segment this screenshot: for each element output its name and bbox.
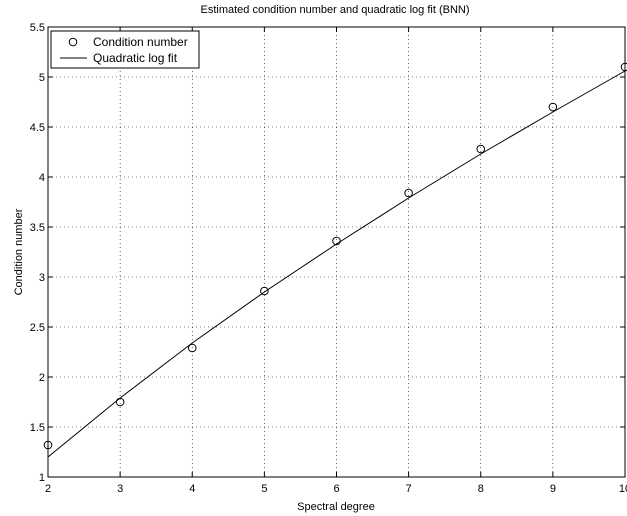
data-point-condition-number xyxy=(187,343,197,353)
legend-label-quadratic-log-fit: Quadratic log fit xyxy=(93,51,178,65)
y-tick-label: 2.5 xyxy=(30,322,45,334)
data-point-condition-number xyxy=(332,236,341,246)
marker-layer xyxy=(43,62,627,450)
y-tick-label: 2 xyxy=(39,372,45,384)
y-tick-label: 1 xyxy=(39,472,45,484)
chart-title: Estimated condition number and quadratic… xyxy=(200,4,469,16)
data-point-condition-number xyxy=(548,102,558,112)
fit-layer xyxy=(47,70,626,458)
data-point-condition-number xyxy=(260,286,269,296)
data-point-condition-number xyxy=(43,440,53,450)
data-point-condition-number xyxy=(404,188,413,198)
x-tick-label: 4 xyxy=(189,483,195,495)
x-tick-label: 6 xyxy=(333,483,339,495)
data-point-condition-number xyxy=(115,397,125,407)
x-axis-label: Spectral degree xyxy=(297,501,375,513)
data-point-condition-number xyxy=(476,144,486,154)
y-tick-label: 4.5 xyxy=(30,122,45,134)
y-tick-label: 3 xyxy=(39,272,45,284)
x-tick-label: 9 xyxy=(550,483,556,495)
legend-box xyxy=(50,30,200,69)
x-tick-label: 7 xyxy=(406,483,412,495)
y-tick-label: 5 xyxy=(39,72,45,84)
y-tick-labels: 1 1.5 2 2.5 3 3.5 4 4.5 5 5.5 xyxy=(30,22,45,484)
y-tick-label: 4 xyxy=(39,172,45,184)
legend-label-condition-number: Condition number xyxy=(93,35,188,49)
grid-lines xyxy=(48,27,625,477)
fit-line-quadratic-log-fit xyxy=(47,70,626,458)
legend: Condition number Quadratic log fit xyxy=(50,30,200,69)
x-tick-labels: 2 3 4 5 6 7 8 9 10 xyxy=(45,483,627,495)
y-tick-label: 1.5 xyxy=(30,422,45,434)
axis-ticks xyxy=(47,26,626,478)
x-tick-label: 2 xyxy=(45,483,51,495)
x-tick-label: 8 xyxy=(478,483,484,495)
y-axis-label: Condition number xyxy=(13,208,25,295)
y-tick-label: 5.5 xyxy=(30,22,45,34)
legend-marker-condition-number xyxy=(68,37,78,47)
x-tick-label: 5 xyxy=(261,483,267,495)
x-tick-label: 10 xyxy=(619,483,627,495)
y-tick-label: 3.5 xyxy=(30,222,45,234)
x-tick-label: 3 xyxy=(117,483,123,495)
data-point-condition-number xyxy=(620,62,627,72)
